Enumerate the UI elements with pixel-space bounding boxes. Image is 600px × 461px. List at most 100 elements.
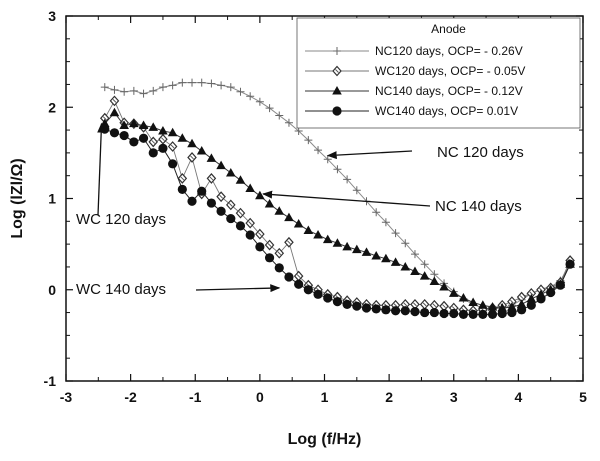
annotation-label: NC 120 days bbox=[437, 144, 524, 161]
data-point bbox=[225, 167, 236, 177]
data-point bbox=[110, 85, 119, 94]
data-point bbox=[255, 242, 265, 252]
data-point bbox=[264, 198, 275, 208]
y-tick-label: -1 bbox=[44, 373, 57, 389]
data-point bbox=[546, 287, 556, 298]
data-point bbox=[255, 190, 265, 200]
data-point bbox=[293, 219, 304, 228]
annotation-label: NC 140 days bbox=[435, 198, 522, 215]
data-point bbox=[468, 309, 478, 319]
data-point bbox=[245, 183, 255, 192]
data-point-shade bbox=[258, 232, 262, 236]
data-point bbox=[507, 307, 517, 318]
data-point bbox=[206, 153, 217, 162]
plot-data-layer bbox=[99, 78, 575, 319]
data-point bbox=[197, 186, 207, 196]
data-point-shade bbox=[422, 302, 427, 307]
data-point-shade bbox=[510, 299, 514, 304]
data-point bbox=[381, 305, 391, 315]
annotation: WC 120 days bbox=[76, 122, 166, 228]
data-point bbox=[458, 292, 469, 302]
data-point bbox=[303, 225, 314, 234]
data-point bbox=[400, 261, 411, 271]
data-point-shade bbox=[432, 303, 437, 308]
legend-swatch-marker bbox=[332, 86, 342, 95]
data-point bbox=[109, 128, 120, 138]
annotation-arrow bbox=[326, 150, 413, 160]
data-point bbox=[352, 186, 361, 195]
x-tick-label: -3 bbox=[60, 389, 73, 405]
legend-entry: NC120 days, OCP= - 0.26V bbox=[305, 44, 523, 58]
data-point-shade bbox=[403, 302, 408, 307]
y-axis-title: Log (lZl/Ω) bbox=[9, 158, 26, 238]
data-point bbox=[139, 89, 148, 98]
data-point bbox=[536, 294, 546, 304]
x-tick-label: -1 bbox=[189, 389, 202, 405]
data-point bbox=[458, 309, 469, 319]
annotation: NC 140 days bbox=[262, 190, 522, 215]
data-point bbox=[196, 146, 207, 155]
data-point bbox=[429, 276, 440, 286]
data-point bbox=[555, 280, 565, 290]
data-point bbox=[410, 266, 420, 275]
data-point bbox=[284, 212, 294, 222]
data-point bbox=[372, 208, 381, 217]
data-point bbox=[236, 87, 245, 96]
data-point bbox=[158, 143, 168, 153]
data-point bbox=[148, 122, 159, 131]
data-point bbox=[158, 83, 167, 92]
data-point bbox=[178, 78, 187, 87]
y-tick-label: 0 bbox=[48, 282, 56, 298]
data-point bbox=[332, 297, 343, 307]
data-point bbox=[217, 81, 226, 90]
data-point bbox=[323, 293, 333, 303]
data-point bbox=[120, 87, 129, 96]
data-point bbox=[197, 78, 206, 87]
legend: Anode NC120 days, OCP= - 0.26V WC120 days… bbox=[296, 17, 581, 129]
x-tick-label: 3 bbox=[450, 389, 458, 405]
data-point bbox=[333, 165, 342, 174]
data-point bbox=[264, 253, 275, 263]
data-point bbox=[207, 79, 216, 88]
legend-entry: WC120 days, OCP= - 0.05V bbox=[305, 64, 525, 78]
data-point bbox=[352, 301, 362, 311]
data-point bbox=[226, 83, 235, 92]
data-point bbox=[390, 306, 401, 316]
data-point-shade bbox=[442, 304, 446, 309]
data-point bbox=[352, 244, 362, 254]
data-point bbox=[381, 218, 390, 227]
annotation-arrow bbox=[262, 190, 431, 207]
annotation-arrow bbox=[97, 122, 106, 216]
legend-title: Anode bbox=[431, 22, 466, 36]
legend-box bbox=[296, 17, 581, 129]
data-point bbox=[526, 293, 537, 303]
data-point bbox=[439, 308, 449, 319]
data-point-shade bbox=[267, 243, 272, 247]
data-point bbox=[119, 130, 129, 141]
data-point bbox=[187, 138, 197, 148]
data-point bbox=[342, 299, 352, 309]
data-point bbox=[109, 107, 120, 117]
data-point bbox=[274, 263, 284, 273]
data-point bbox=[343, 175, 352, 184]
data-point bbox=[177, 133, 188, 142]
data-point bbox=[400, 306, 410, 316]
data-point bbox=[138, 120, 149, 129]
data-point bbox=[332, 238, 343, 247]
annotation: NC 120 days bbox=[326, 144, 524, 161]
data-point-shade bbox=[287, 240, 291, 245]
annotation-arrow bbox=[195, 284, 281, 293]
annotation-label: WC 120 days bbox=[76, 211, 166, 228]
data-point bbox=[516, 299, 527, 308]
data-point bbox=[304, 136, 313, 145]
data-point bbox=[342, 241, 352, 251]
data-point bbox=[303, 285, 313, 295]
data-point-shade bbox=[190, 155, 194, 160]
x-tick-label: 2 bbox=[385, 389, 393, 405]
data-point bbox=[216, 206, 226, 216]
legend-label: NC140 days, OCP= - 0.12V bbox=[375, 84, 523, 98]
data-point bbox=[313, 230, 323, 239]
y-tick-label: 2 bbox=[48, 99, 56, 115]
legend-swatch-marker bbox=[332, 106, 342, 116]
data-point bbox=[206, 198, 217, 208]
